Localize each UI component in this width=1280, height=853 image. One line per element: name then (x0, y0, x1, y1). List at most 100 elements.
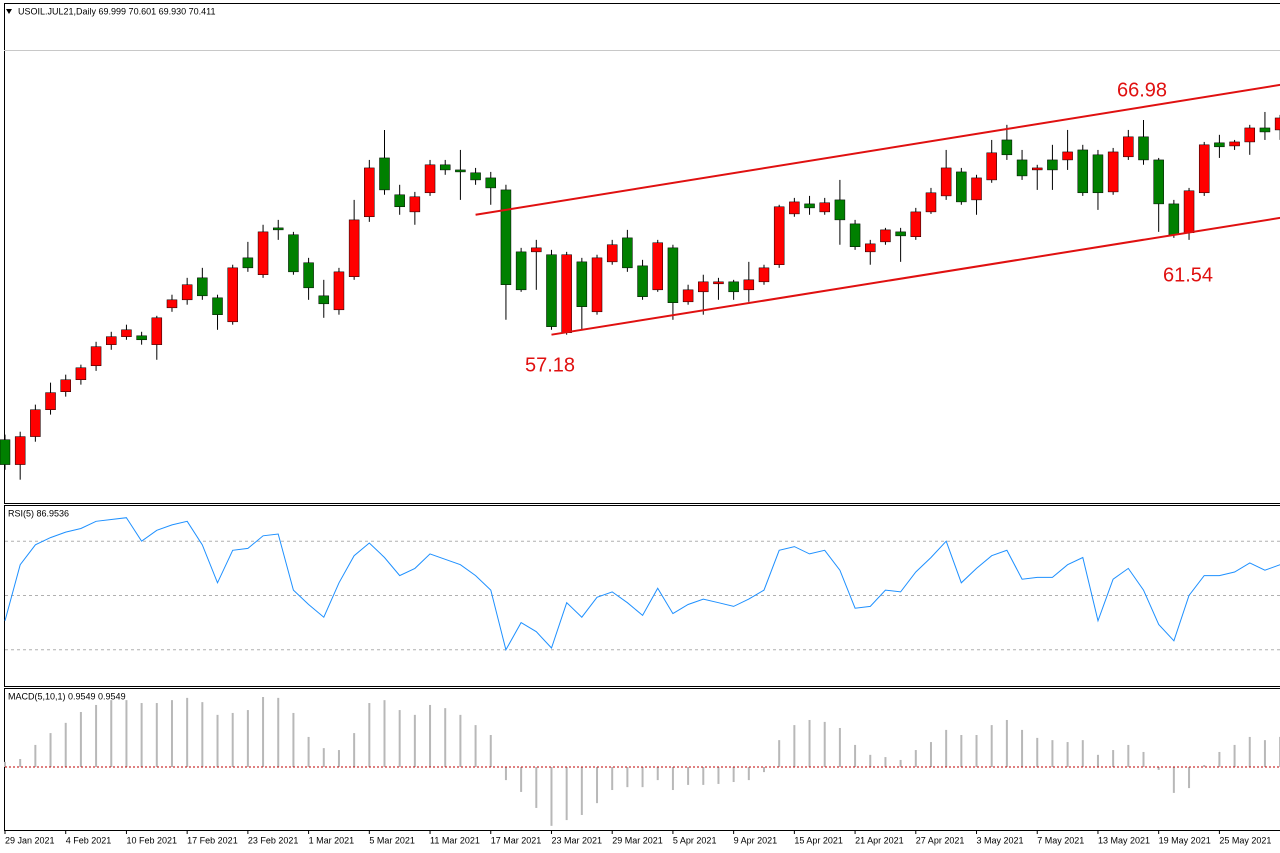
candle-body (288, 234, 299, 273)
x-tick-label: 15 Apr 2021 (794, 835, 843, 845)
candle-body (880, 229, 891, 243)
candle-body (773, 206, 785, 265)
x-tick-label: 17 Mar 2021 (491, 835, 542, 845)
candle-body (1198, 144, 1210, 194)
candle-body (1047, 159, 1058, 171)
candle-body (637, 265, 648, 297)
x-tick-label: 23 Feb 2021 (248, 835, 299, 845)
candle-body (1031, 167, 1043, 171)
x-tick-label: 5 Apr 2021 (673, 835, 717, 845)
candle-body (500, 189, 512, 285)
candle-body (940, 167, 952, 197)
candle-body (652, 242, 663, 291)
candle-body (439, 164, 451, 171)
candle-body (743, 279, 755, 291)
rsi-line (4, 517, 1280, 652)
candle-body (1016, 159, 1028, 177)
candle-body (90, 346, 102, 367)
candle-body (561, 254, 572, 333)
candle-body (45, 392, 56, 410)
candle-body (121, 329, 132, 337)
candle-body (531, 247, 542, 253)
rsi-panel-frame (4, 505, 1280, 687)
candle-body (136, 335, 147, 341)
candle-body (1092, 154, 1104, 194)
candle-body (591, 257, 603, 313)
candle-body (1123, 136, 1134, 158)
candle-body (819, 202, 830, 213)
x-tick-label: 29 Jan 2021 (5, 835, 55, 845)
candle-body (242, 257, 254, 269)
candle-body (667, 247, 679, 303)
x-tick-label: 25 May 2021 (1219, 835, 1271, 845)
candle-body (910, 211, 922, 238)
candle-body (1168, 203, 1180, 236)
trend-line (551, 216, 1280, 336)
candle-body (698, 281, 709, 293)
candle-body (865, 243, 876, 253)
candle-body (849, 223, 861, 247)
candle-body (1259, 127, 1271, 133)
candle-body (1062, 151, 1073, 161)
macd-panel-frame (4, 688, 1280, 831)
x-tick-label: 21 Apr 2021 (855, 835, 904, 845)
candle-body (60, 379, 71, 392)
x-tick-label: 11 Mar 2021 (430, 835, 480, 845)
candle-body (424, 164, 436, 194)
candle-body (1138, 136, 1149, 161)
chart-title: USOIL.JUL21,Daily 69.999 70.601 69.930 7… (18, 6, 215, 16)
candle-body (409, 196, 421, 213)
candle-body (546, 254, 557, 327)
x-tick-label: 27 Apr 2021 (916, 835, 965, 845)
x-tick-label: 7 May 2021 (1037, 835, 1084, 845)
annotation: 57.18 (525, 354, 575, 376)
candle-body (1153, 159, 1164, 205)
candle-body (834, 199, 846, 221)
candle-body (1274, 117, 1280, 131)
x-tick-label: 29 Mar 2021 (612, 835, 663, 845)
candle-body (272, 227, 284, 231)
candle-body (379, 157, 390, 191)
trend-line (475, 83, 1280, 216)
candle-body (1214, 142, 1225, 148)
candle-body (303, 262, 314, 289)
candle-body (0, 439, 11, 465)
candle-body (728, 281, 739, 293)
candle-body (212, 297, 223, 315)
candle-body (257, 231, 269, 275)
candle-body (758, 267, 770, 283)
x-tick-label: 13 May 2021 (1098, 835, 1150, 845)
candle-body (318, 295, 330, 305)
candle-body (348, 219, 360, 277)
candle-body (181, 284, 193, 301)
candle-body (30, 409, 41, 437)
candle-body (515, 251, 527, 291)
candle-body (470, 172, 481, 181)
macd-title: MACD(5,10,1) 0.9549 0.9549 (8, 691, 126, 701)
x-tick-label: 4 Feb 2021 (66, 835, 112, 845)
candle-body (14, 436, 26, 465)
candle-body (895, 231, 906, 237)
candle-body (455, 169, 466, 173)
annotation: 66.98 (1117, 79, 1167, 101)
candle-body (713, 281, 724, 285)
candle-body (789, 201, 800, 215)
candle-body (1183, 190, 1195, 234)
candle-body (197, 277, 208, 297)
menu-triangle[interactable] (6, 9, 12, 14)
candle-body (986, 152, 997, 181)
candle-body (1107, 151, 1119, 193)
candle-body (333, 271, 345, 311)
candle-body (1001, 139, 1013, 156)
x-tick-label: 1 Mar 2021 (309, 835, 355, 845)
candle-body (364, 167, 375, 218)
rsi-title: RSI(5) 86.9536 (8, 508, 69, 518)
candle-body (606, 244, 618, 263)
candle-body (166, 299, 178, 309)
x-tick-label: 17 Feb 2021 (187, 835, 238, 845)
price-panel-frame (4, 3, 1280, 504)
candle-body (682, 289, 694, 303)
candle-body (925, 192, 937, 213)
